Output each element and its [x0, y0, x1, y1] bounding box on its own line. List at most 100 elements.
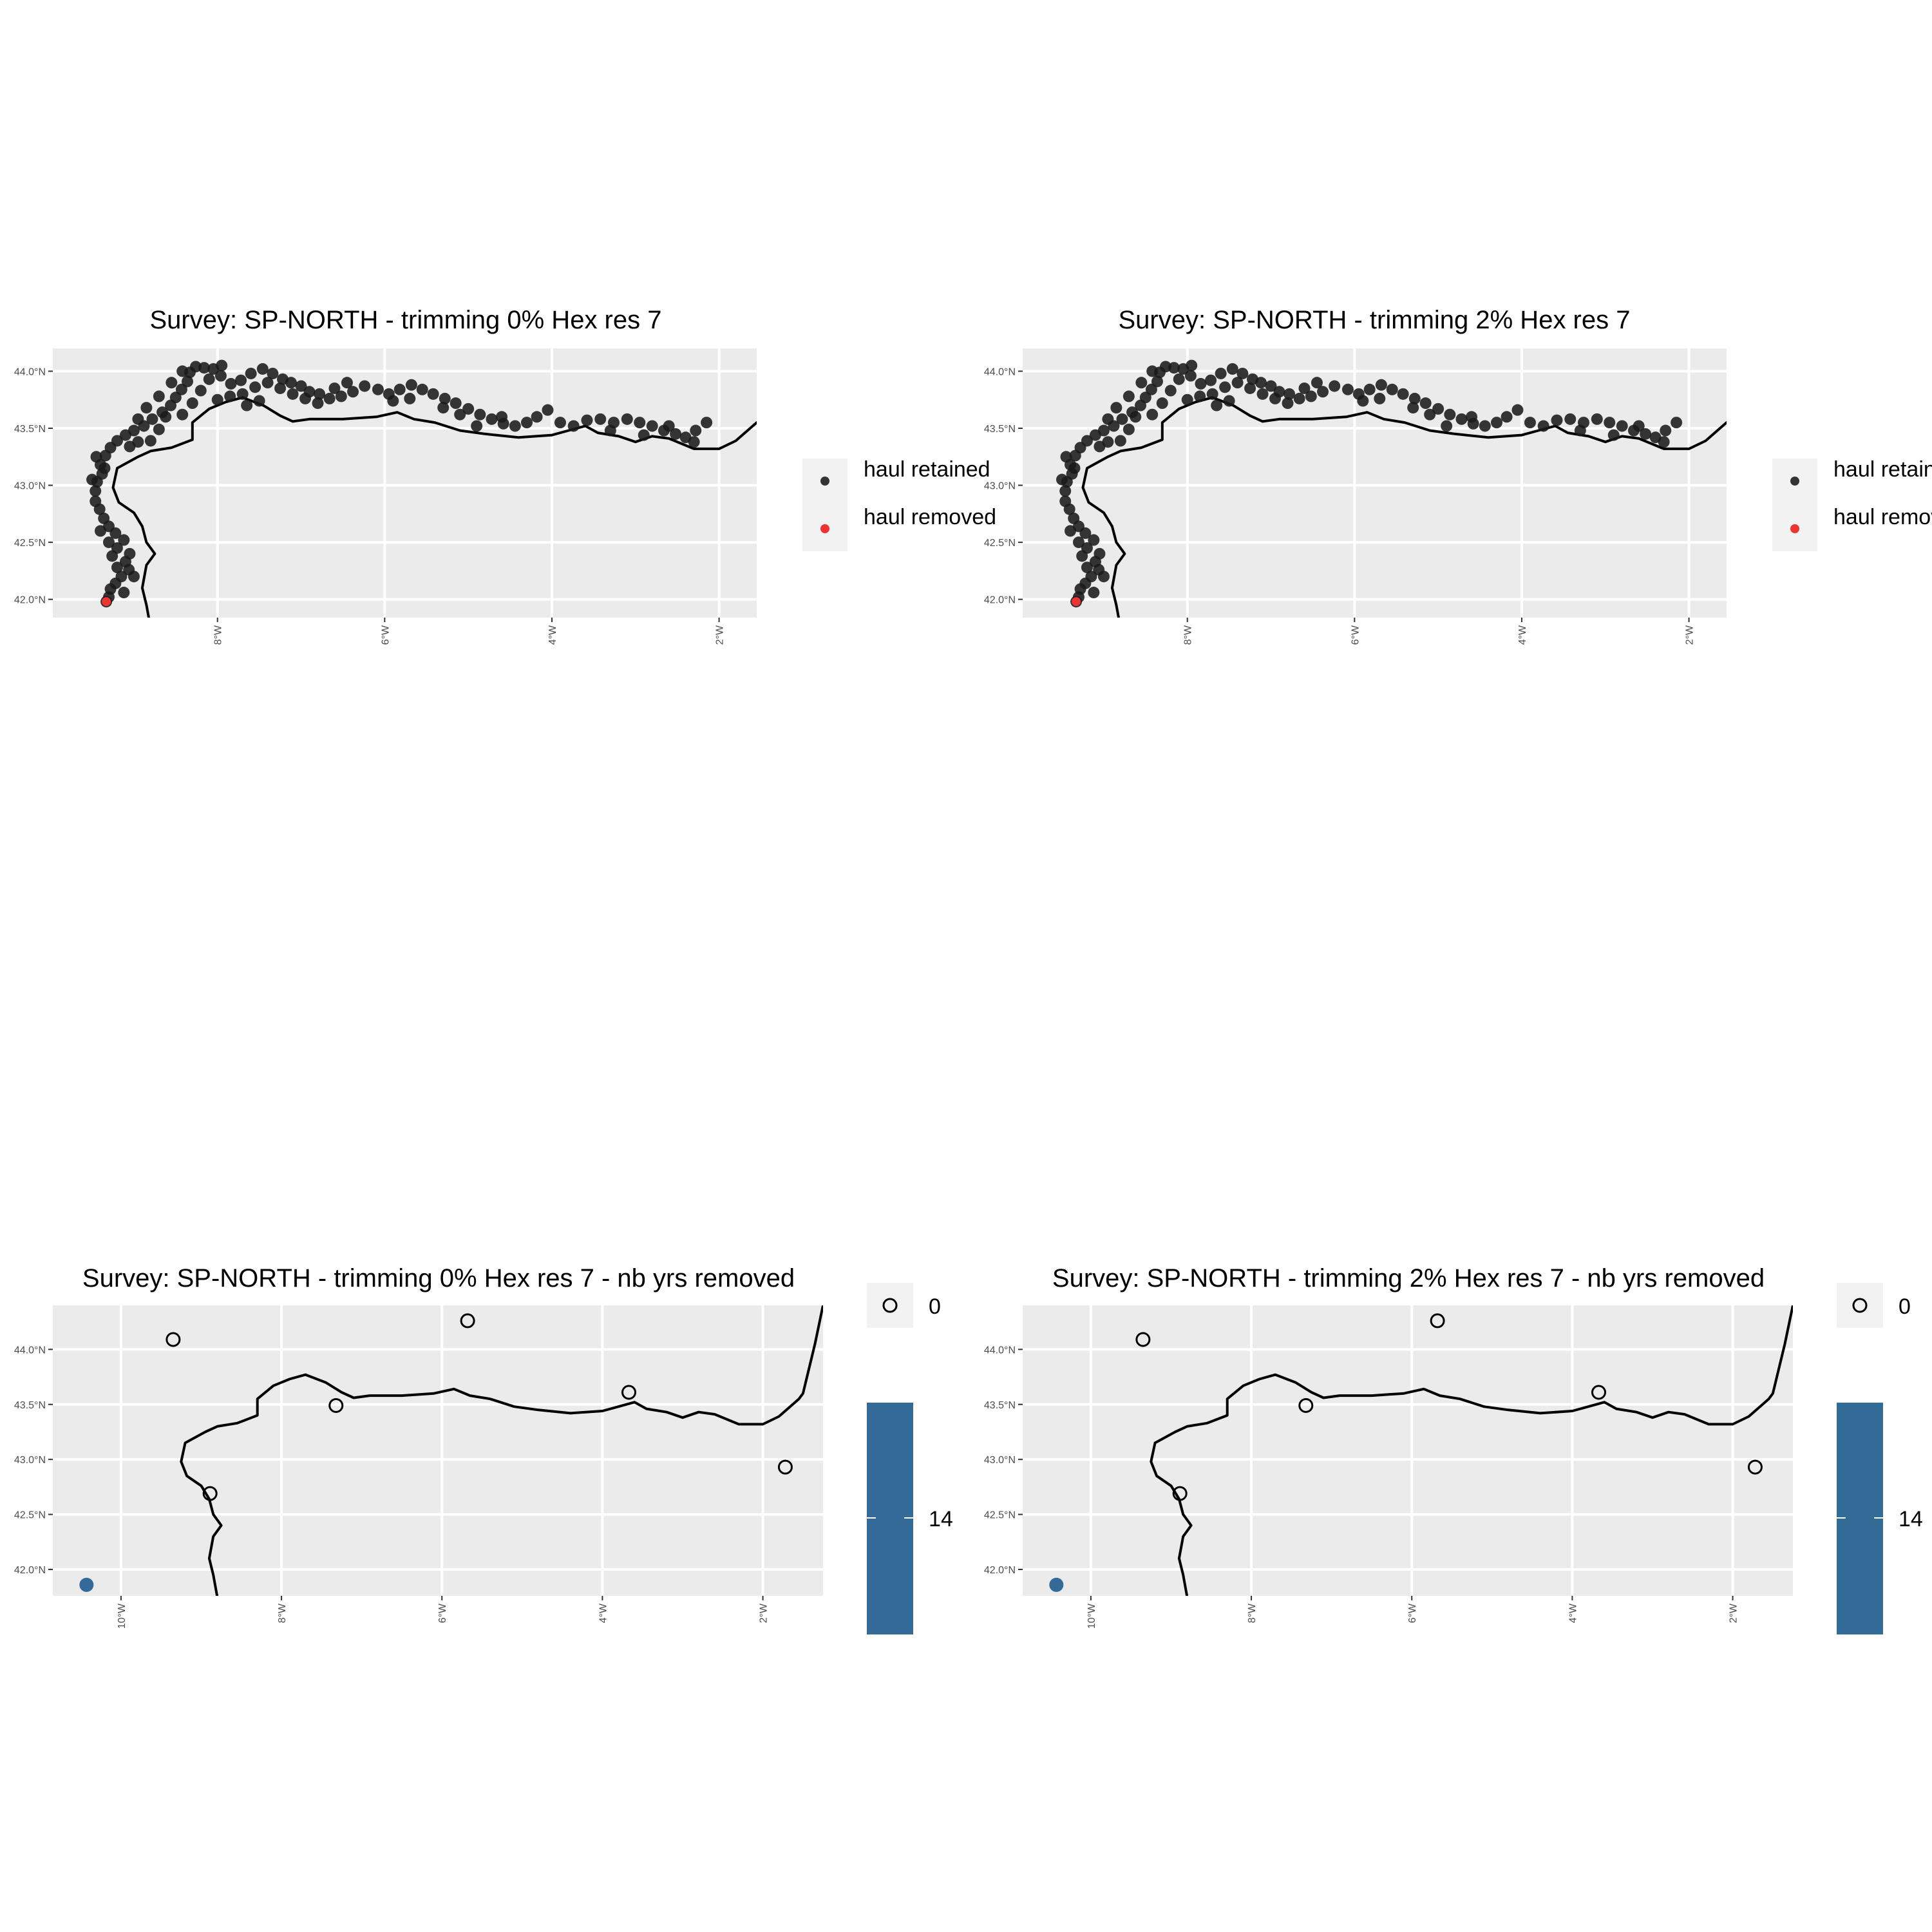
haul-retained-point: [1491, 417, 1503, 429]
haul-retained-point: [437, 402, 450, 414]
haul-retained-point: [1604, 417, 1616, 429]
y-tick-label: 43.5°N: [984, 1400, 1016, 1411]
x-tick-label: 10°W: [1086, 1603, 1097, 1629]
haul-retained-point: [670, 428, 682, 440]
haul-retained-point: [98, 512, 110, 524]
haul-retained-point: [1311, 377, 1323, 389]
haul-retained-point: [1466, 411, 1478, 423]
haul-retained-point: [604, 424, 616, 437]
haul-retained-point: [261, 377, 274, 389]
legend-key-background: [1837, 1283, 1883, 1328]
legend-label-removed: haul removed: [1833, 505, 1932, 529]
x-tick-label: 2°W: [715, 625, 726, 645]
plot-content: [1056, 359, 1727, 618]
haul-retained-point: [634, 417, 646, 429]
haul-retained-point: [416, 383, 428, 395]
haul-retained-point: [225, 377, 237, 390]
haul-retained-point: [111, 542, 123, 554]
haul-retained-point: [1097, 571, 1110, 583]
haul-retained-point: [1256, 388, 1269, 400]
haul-retained-point: [341, 377, 353, 389]
haul-retained-point: [1226, 363, 1238, 375]
coastline: [111, 396, 757, 618]
panel-background: [1023, 348, 1727, 618]
haul-retained-point: [1094, 440, 1106, 453]
haul-retained-point: [1341, 383, 1354, 395]
haul-retained-point: [90, 451, 102, 463]
hex-point-zero: [166, 1332, 181, 1347]
haul-retained-point: [176, 365, 189, 377]
haul-retained-point: [186, 397, 198, 410]
y-tick-label: 42.0°N: [984, 595, 1016, 606]
haul-retained-point: [216, 359, 228, 372]
plot-content: [79, 1305, 823, 1596]
haul-retained-point: [531, 411, 543, 423]
haul-retained-point: [1255, 377, 1267, 389]
legend: haul retained haul removed: [1772, 457, 1932, 551]
legend-key-circle: [882, 1298, 898, 1313]
legend-key-background: [802, 459, 848, 551]
haul-retained-point: [581, 414, 593, 426]
panel-background: [53, 1305, 823, 1596]
haul-retained-point: [1135, 377, 1148, 389]
panel-title: Survey: SP-NORTH - trimming 2% Hex res 7…: [1052, 1264, 1765, 1293]
haul-retained-point: [1501, 411, 1513, 423]
plot-area: 42.0°N 42.5°N 43.0°N 43.5°N 44.0°N 8°W 6°W 4°W 2…: [984, 348, 1727, 645]
haul-retained-point: [176, 408, 189, 421]
coastline: [1081, 396, 1727, 618]
haul-retained-point: [1424, 408, 1436, 421]
legend: 0 14: [867, 1283, 953, 1634]
legend-key-retained: [820, 477, 829, 486]
y-tick-label: 44.0°N: [14, 1345, 46, 1356]
haul-retained-point: [1444, 408, 1456, 421]
haul-retained-point: [1282, 397, 1294, 410]
haul-retained-point: [701, 417, 713, 429]
hex-point-zero: [1430, 1313, 1445, 1329]
x-tick-label: 6°W: [1350, 625, 1361, 645]
haul-retained-point: [253, 395, 265, 407]
haul-retained-point: [393, 383, 406, 395]
panel-background: [53, 348, 757, 618]
haul-retained-point: [450, 397, 462, 410]
haul-retained-point: [521, 417, 533, 429]
haul-retained-point: [118, 587, 130, 599]
y-tick-label: 43.5°N: [14, 1400, 46, 1411]
haul-retained-point: [1114, 435, 1126, 447]
plot-area: 42.0°N 42.5°N 43.0°N 43.5°N 44.0°N 10°W 8°W 6°W…: [14, 1305, 823, 1629]
haul-retained-point: [1059, 495, 1072, 507]
hex-point-removed-years: [79, 1577, 94, 1592]
x-tick-label: 4°W: [1517, 625, 1528, 645]
haul-retained-point: [1616, 420, 1628, 432]
haul-retained-point: [1195, 377, 1207, 390]
hex-point-zero: [1591, 1385, 1607, 1400]
haul-retained-point: [99, 462, 111, 474]
haul-retained-point: [1088, 587, 1100, 599]
hex-point-zero: [460, 1313, 475, 1329]
haul-retained-point: [404, 392, 416, 404]
haul-retained-point: [1317, 386, 1329, 398]
haul-retained-point: [181, 375, 193, 388]
haul-retained-point: [245, 367, 257, 379]
haul-retained-point: [1122, 423, 1135, 435]
haul-retained-point: [166, 377, 178, 389]
x-tick-label: 6°W: [437, 1603, 448, 1623]
haul-retained-point: [328, 382, 341, 394]
haul-retained-point: [1194, 390, 1206, 402]
haul-retained-point: [1269, 392, 1282, 404]
legend-key-removed: [1790, 524, 1799, 533]
haul-retained-point: [1329, 380, 1341, 392]
haul-retained-point: [1059, 485, 1072, 497]
haul-retained-point: [102, 536, 115, 549]
haul-retained-point: [1056, 473, 1068, 486]
haul-retained-point: [621, 413, 633, 425]
haul-retained-point: [594, 413, 607, 425]
legend: 0 14: [1837, 1283, 1923, 1634]
haul-retained-point: [1375, 379, 1387, 391]
y-tick-label: 43.0°N: [984, 1455, 1016, 1466]
haul-retained-point: [1432, 402, 1444, 415]
legend-label-retained: haul retained: [1833, 457, 1932, 482]
hex-point-zero: [1135, 1332, 1151, 1347]
haul-retained-point: [1097, 424, 1110, 437]
haul-retained-point: [285, 377, 297, 389]
haul-retained-point: [1407, 402, 1419, 414]
